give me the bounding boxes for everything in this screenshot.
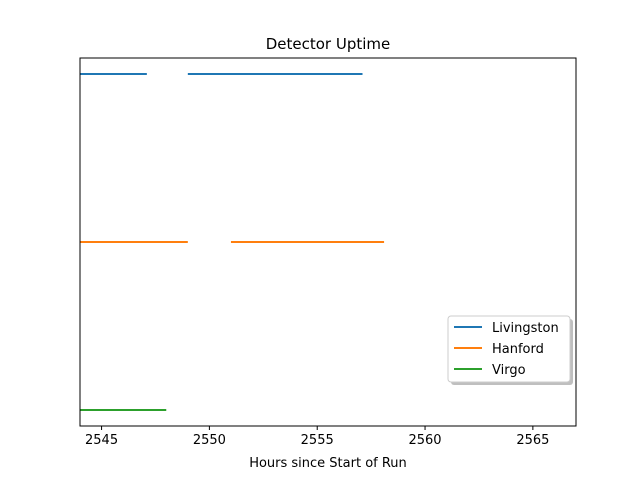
x-axis-ticks: 2545 2550 2555 2560 2565 [85, 426, 549, 448]
legend: Livingston Hanford Virgo [447, 315, 573, 385]
x-tick-label: 2555 [301, 433, 334, 448]
chart-title: Detector Uptime [266, 35, 391, 53]
x-tick-label: 2550 [193, 433, 226, 448]
series-layer [80, 73, 385, 411]
legend-label-hanford: Hanford [492, 342, 544, 357]
plot-frame [79, 57, 577, 427]
legend-box [447, 315, 571, 383]
x-tick-label: 2545 [85, 433, 118, 448]
legend-label-livingston: Livingston [492, 321, 559, 336]
x-axis-label: Hours since Start of Run [249, 456, 407, 471]
legend-label-virgo: Virgo [492, 363, 526, 378]
x-tick-label: 2565 [516, 433, 549, 448]
x-tick-label: 2560 [408, 433, 441, 448]
